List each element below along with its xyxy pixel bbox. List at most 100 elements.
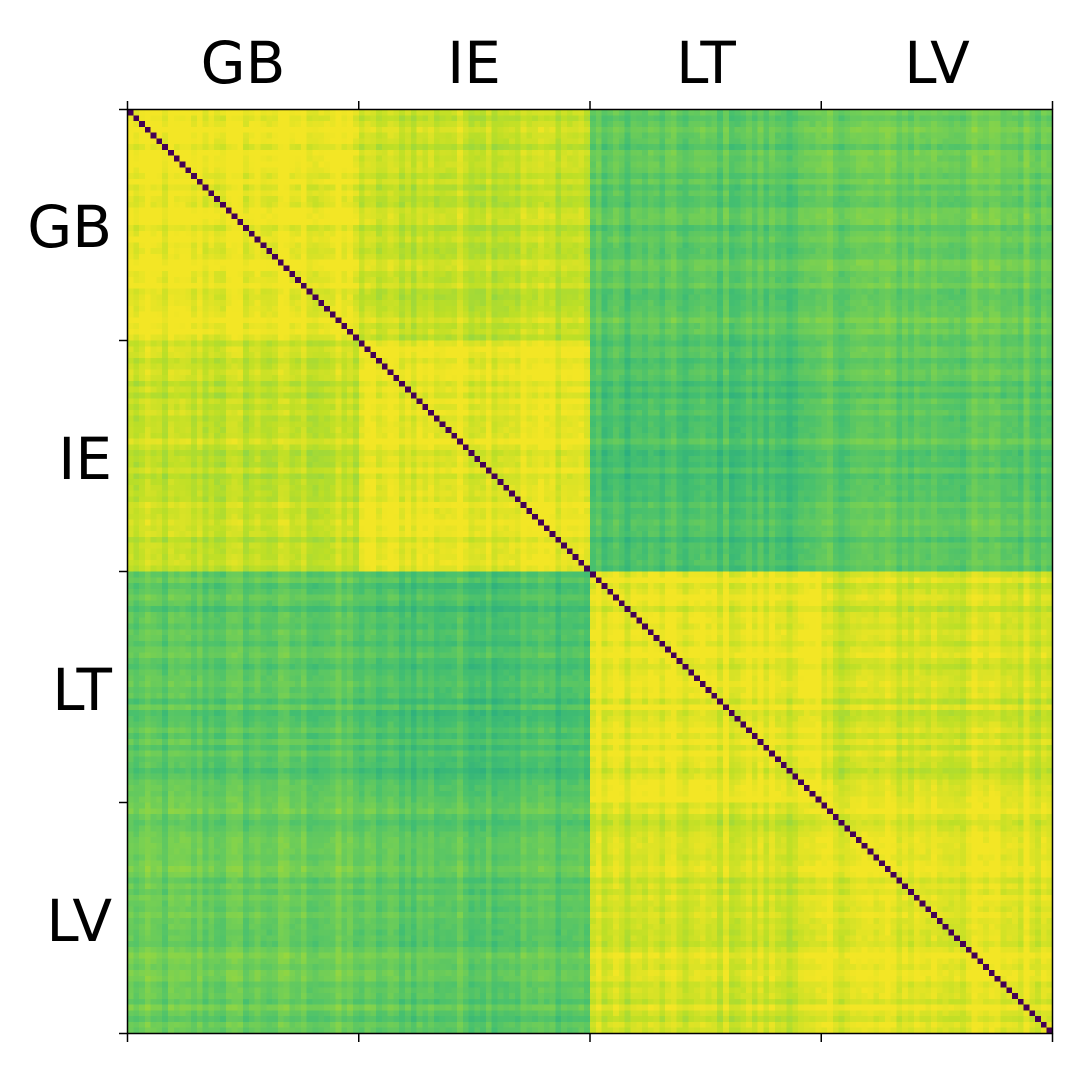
heatmap-cell xyxy=(405,271,412,278)
heatmap-cell xyxy=(659,242,666,249)
heatmap-cell xyxy=(688,225,695,232)
heatmap-cell xyxy=(139,265,146,272)
heatmap-cell xyxy=(225,276,233,284)
heatmap-cell xyxy=(277,236,285,243)
heatmap-cell xyxy=(312,265,319,272)
heatmap-cell xyxy=(248,126,256,134)
heatmap-cell xyxy=(410,219,418,226)
heatmap-cell xyxy=(607,236,614,243)
heatmap-cell xyxy=(942,219,950,226)
heatmap-cell xyxy=(191,196,198,203)
heatmap-cell xyxy=(688,213,695,220)
heatmap-cell xyxy=(480,161,487,168)
heatmap-cell xyxy=(780,230,788,238)
heatmap-cell xyxy=(873,242,880,249)
heatmap-cell xyxy=(144,265,152,272)
heatmap-cell xyxy=(231,121,238,128)
heatmap-cell xyxy=(948,161,955,168)
heatmap-cell xyxy=(225,149,233,157)
heatmap-cell xyxy=(202,248,210,255)
heatmap-cell xyxy=(618,271,626,278)
heatmap-cell xyxy=(381,161,389,168)
heatmap-cell xyxy=(167,184,175,191)
heatmap-cell xyxy=(555,282,562,290)
heatmap-cell xyxy=(890,271,898,278)
heatmap-cell xyxy=(913,265,921,272)
heatmap-cell xyxy=(1000,236,1007,243)
heatmap-cell xyxy=(324,149,331,157)
heatmap-cell xyxy=(902,167,909,174)
heatmap-cell xyxy=(844,138,851,145)
heatmap-cell xyxy=(335,265,343,272)
heatmap-cell xyxy=(208,184,215,191)
heatmap-cell xyxy=(341,109,348,116)
heatmap-cell xyxy=(555,138,562,145)
heatmap-cell xyxy=(520,230,528,238)
heatmap-cell xyxy=(601,213,608,220)
heatmap-cell xyxy=(694,230,701,238)
heatmap-cell xyxy=(549,161,556,168)
heatmap-cell xyxy=(497,173,504,180)
heatmap-cell xyxy=(717,109,724,116)
heatmap-cell xyxy=(618,207,626,215)
heatmap-cell xyxy=(370,173,377,180)
heatmap-cell xyxy=(306,288,314,295)
heatmap-cell xyxy=(815,248,822,255)
heatmap-cell xyxy=(1006,173,1013,180)
heatmap-cell xyxy=(931,144,938,151)
heatmap-cell xyxy=(474,126,481,134)
heatmap-cell xyxy=(220,155,227,163)
heatmap-cell xyxy=(491,213,499,220)
heatmap-cell xyxy=(896,207,903,215)
heatmap-cell xyxy=(462,201,470,209)
heatmap-cell xyxy=(618,242,626,249)
heatmap-cell xyxy=(225,161,233,168)
heatmap-cell xyxy=(994,259,1002,267)
heatmap-cell xyxy=(717,201,724,209)
heatmap-cell xyxy=(913,230,921,238)
heatmap-cell xyxy=(734,196,741,203)
heatmap-cell xyxy=(931,230,938,238)
heatmap-cell xyxy=(341,126,348,134)
heatmap-cell xyxy=(399,248,406,255)
heatmap-cell xyxy=(306,167,314,174)
heatmap-cell xyxy=(844,248,851,255)
heatmap-cell xyxy=(775,178,782,186)
heatmap-cell xyxy=(803,242,811,249)
heatmap-cell xyxy=(214,132,221,139)
heatmap-cell xyxy=(607,144,614,151)
heatmap-cell xyxy=(433,201,441,209)
heatmap-cell xyxy=(763,265,770,272)
heatmap-cell xyxy=(358,196,366,203)
heatmap-cell xyxy=(1017,115,1025,122)
heatmap-cell xyxy=(873,161,880,168)
heatmap-cell xyxy=(376,213,383,220)
heatmap-cell xyxy=(1017,161,1025,168)
heatmap-cell xyxy=(1029,178,1036,186)
heatmap-cell xyxy=(306,225,314,232)
heatmap-cell xyxy=(341,190,348,197)
heatmap-cell xyxy=(618,138,626,145)
heatmap-cell xyxy=(867,282,874,290)
heatmap-cell xyxy=(722,259,730,267)
heatmap-cell xyxy=(919,201,926,209)
heatmap-cell xyxy=(503,109,510,116)
heatmap-cell xyxy=(653,276,660,284)
heatmap-cell xyxy=(1012,207,1019,215)
heatmap-cell xyxy=(1029,109,1036,116)
heatmap-cell xyxy=(381,138,389,145)
heatmap-cell xyxy=(1017,219,1025,226)
heatmap-cell xyxy=(543,236,551,243)
heatmap-cell xyxy=(462,138,470,145)
heatmap-cell xyxy=(393,167,400,174)
heatmap-cell xyxy=(624,178,632,186)
heatmap-cell xyxy=(960,190,967,197)
heatmap-cell xyxy=(665,248,672,255)
heatmap-cell xyxy=(474,167,481,174)
heatmap-cell xyxy=(1046,155,1054,163)
heatmap-cell xyxy=(381,126,389,134)
heatmap-cell xyxy=(653,121,660,128)
heatmap-cell xyxy=(769,207,776,215)
heatmap-cell xyxy=(786,178,793,186)
heatmap-cell xyxy=(347,138,354,145)
